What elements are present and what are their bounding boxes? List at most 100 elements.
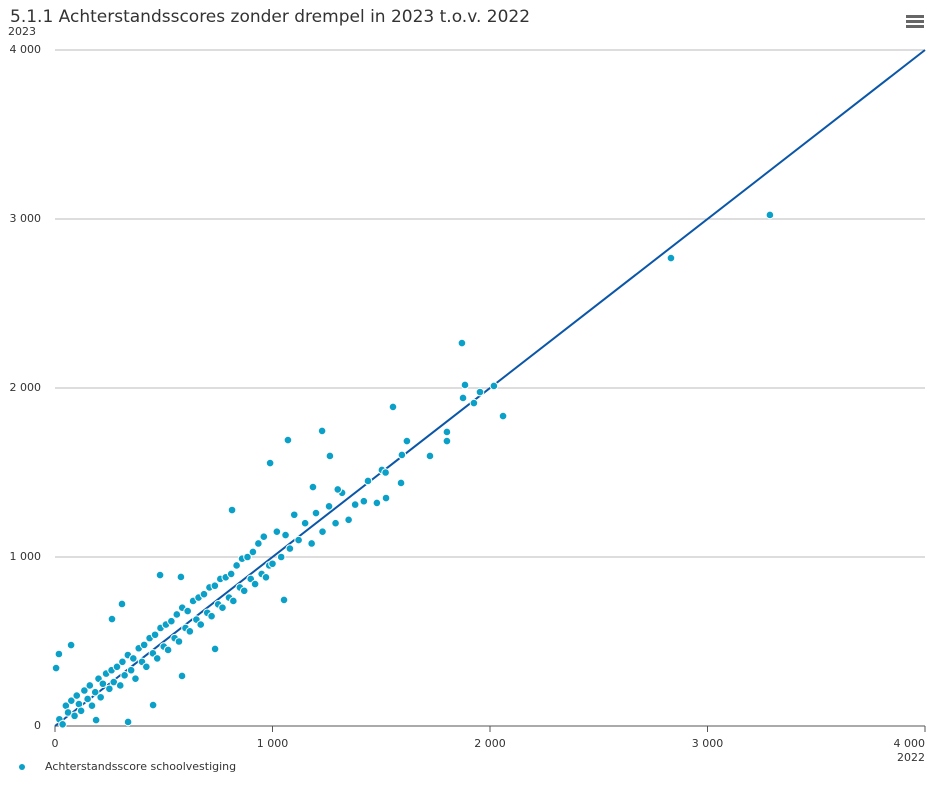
scatter-point <box>129 654 138 663</box>
scatter-point <box>112 662 122 672</box>
scatter-point <box>232 561 241 570</box>
scatter-point <box>85 681 95 690</box>
legend-label: Achterstandsscore schoolvestiging <box>45 760 236 773</box>
scatter-point <box>425 451 435 461</box>
scatter-point <box>324 502 334 511</box>
scatter-point <box>66 640 76 650</box>
scatter-point <box>196 620 206 629</box>
scatter-point <box>83 694 92 704</box>
scatter-point <box>285 544 295 553</box>
scatter-point <box>331 518 340 528</box>
scatter-point <box>308 482 318 492</box>
scatter-point <box>397 450 407 460</box>
scatter-point <box>51 663 61 673</box>
scatter-point <box>333 485 343 494</box>
scatter-point <box>126 665 136 675</box>
scatter-point <box>150 630 160 640</box>
scatter-point <box>457 338 467 348</box>
scatter-point <box>765 210 775 220</box>
scatter-point <box>229 596 238 606</box>
menu-bar[interactable] <box>906 20 924 23</box>
scatter-point <box>210 581 220 591</box>
scatter-point <box>226 569 236 579</box>
scatter-point <box>183 606 192 616</box>
scatter-point <box>402 436 412 446</box>
scatter-point <box>250 579 260 589</box>
scatter-point <box>325 451 335 461</box>
scatter-point <box>98 679 108 689</box>
scatter-point <box>87 701 97 711</box>
scatter-point <box>80 686 89 695</box>
scatter-point <box>498 411 508 421</box>
scatter-point <box>167 616 176 626</box>
scatter-point <box>63 708 73 717</box>
x-tick-label: 0 <box>52 737 59 750</box>
menu-bar[interactable] <box>906 25 924 28</box>
x-tick-label: 1 000 <box>257 737 289 750</box>
scatter-point <box>254 539 263 548</box>
scatter-point <box>350 500 360 509</box>
scatter-point <box>311 508 321 518</box>
scatter-point <box>105 684 114 694</box>
scatter-point <box>307 539 316 548</box>
scatter-point <box>115 681 125 690</box>
scatter-point <box>458 393 468 403</box>
x-tick-label: 2 000 <box>474 737 506 750</box>
scatter-point <box>318 527 327 536</box>
reference-line <box>54 49 926 727</box>
scatter-point <box>163 645 173 655</box>
scatter-point <box>177 671 187 681</box>
legend-marker <box>19 764 25 770</box>
scatter-point <box>442 427 452 437</box>
scatter-point <box>185 627 195 636</box>
scatter-point <box>442 436 452 446</box>
menu-bar[interactable] <box>906 15 924 18</box>
scatter-point <box>142 662 151 672</box>
scatter-point <box>294 535 303 545</box>
scatter-point <box>172 610 182 619</box>
scatter-point <box>489 381 499 391</box>
scatter-point <box>139 640 149 650</box>
scatter-point <box>239 586 249 596</box>
scatter-point <box>174 637 184 646</box>
scatter-point <box>72 691 82 700</box>
scatter-point <box>268 559 277 569</box>
scatter-point <box>107 614 117 624</box>
scatter-point <box>317 426 327 436</box>
scatter-point <box>261 572 271 582</box>
y-tick-label: 2 000 <box>10 381 42 394</box>
scatter-point <box>279 595 289 605</box>
scatter-point <box>283 435 293 445</box>
scatter-point <box>109 677 119 687</box>
scatter-point <box>58 720 67 729</box>
y-tick-label: 0 <box>34 719 41 732</box>
scatter-point <box>91 715 101 725</box>
scatter-point <box>363 476 373 486</box>
scatter-point <box>117 599 127 609</box>
scatter-point <box>96 692 105 702</box>
scatter-point <box>372 498 382 508</box>
scatter-point <box>76 706 86 716</box>
scatter-point <box>281 530 290 540</box>
menu-button[interactable] <box>906 15 924 28</box>
x-tick-label: 4 000 <box>894 737 926 750</box>
scatter-point <box>666 253 676 263</box>
scatter-point <box>272 527 282 536</box>
scatter-point <box>265 458 275 468</box>
y-axis-title: 2023 <box>8 25 36 38</box>
scatter-point <box>155 570 165 580</box>
scatter-point <box>54 649 64 659</box>
scatter-point <box>123 717 133 727</box>
scatter-point <box>70 711 79 721</box>
scatter-point <box>276 552 286 562</box>
scatter-point <box>381 493 391 503</box>
scatter-point <box>120 671 129 680</box>
scatter-point <box>210 644 220 654</box>
scatter-point <box>248 547 258 557</box>
scatter-point <box>67 696 76 705</box>
scatter-point <box>359 496 369 506</box>
scatter-point <box>396 478 406 488</box>
scatter-point <box>118 657 127 667</box>
scatter-point <box>199 589 209 599</box>
scatter-point <box>259 532 269 542</box>
